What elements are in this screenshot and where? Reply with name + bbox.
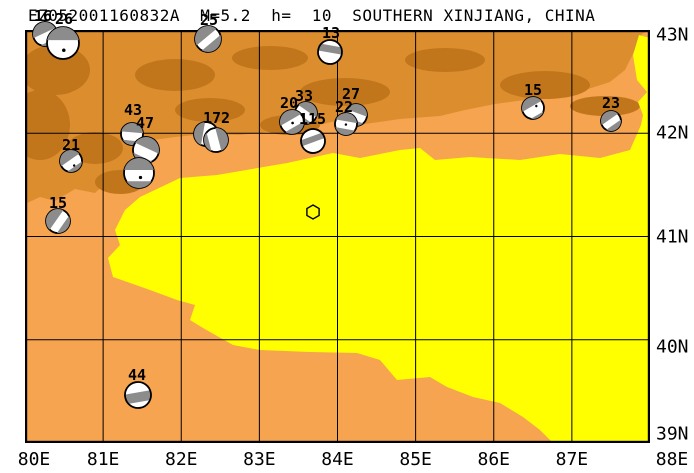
lon-axis-label: 82E (164, 449, 198, 470)
lon-axis-label: 84E (321, 449, 354, 470)
lon-axis-label: 81E (86, 449, 120, 470)
lat-axis-label: 40N (656, 336, 689, 358)
event-count-label: 16 (34, 7, 53, 25)
event-count-label: 172 (203, 109, 231, 127)
terrain-ridge (175, 98, 245, 122)
terrain-ridge (25, 90, 70, 160)
terrain-ridge (95, 170, 145, 194)
lon-axis-label: 88E (655, 449, 689, 470)
lat-axis-label: 41N (656, 226, 689, 247)
epicenter-hexagon-icon (306, 204, 320, 220)
terrain-ridge (300, 78, 390, 106)
event-count-label: 47 (136, 114, 155, 132)
terrain-ridge (570, 96, 640, 116)
event-count-label: 22 (335, 98, 354, 116)
lon-axis-label: 85E (399, 449, 432, 470)
terrain-ridge (135, 59, 215, 91)
lon-axis-label: 86E (477, 449, 511, 470)
terrain-ridge (500, 71, 590, 99)
event-count-label: 13 (322, 24, 341, 42)
lon-axis-label: 83E (243, 449, 276, 470)
terrain-ridge (405, 48, 485, 72)
plot-title: EZ052001160832A M=5.2 h= 10 SOUTHERN XIN… (28, 6, 596, 25)
event-count-label: 27 (342, 85, 361, 103)
event-count-label: 43 (124, 101, 143, 119)
lon-axis-label: 80E (17, 449, 51, 470)
event-count-label: 115 (299, 110, 327, 128)
event-count-label: 21 (62, 136, 81, 154)
lat-axis-label: 43N (656, 24, 689, 46)
event-count-label: 20 (280, 94, 299, 112)
terrain-basin (108, 35, 650, 443)
event-count-label: 26 (55, 10, 74, 28)
terrain-ridge (232, 46, 308, 70)
lon-axis-label: 87E (555, 449, 589, 470)
event-count-label: 25 (200, 11, 219, 29)
event-count-label: 15 (524, 81, 543, 99)
event-count-label: 33 (295, 87, 314, 105)
lat-axis-label: 39N (656, 423, 689, 445)
event-count-label: 15 (49, 194, 68, 212)
event-count-label: 23 (602, 94, 621, 112)
map-border (25, 30, 650, 443)
lat-axis-label: 42N (656, 122, 689, 144)
event-count-label: 44 (128, 366, 147, 384)
map-svg (25, 30, 650, 443)
